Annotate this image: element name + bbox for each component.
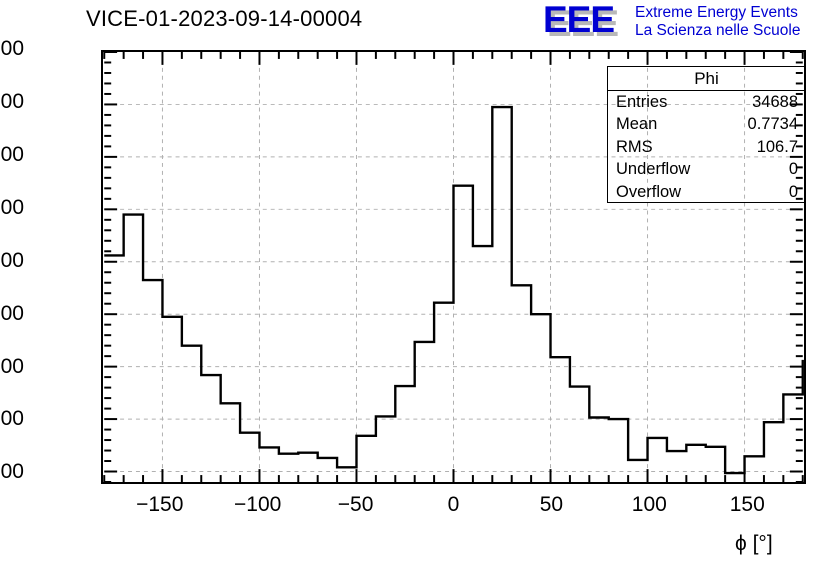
x-tick-label: −100 [234,493,282,516]
stats-row: Entries 34688 [608,91,805,113]
histogram-plot [101,50,806,484]
stats-row-label: Underflow [616,160,691,179]
stats-row-label: Mean [616,115,658,134]
x-tick-label: 100 [631,493,667,516]
x-tick-label: 150 [729,493,765,516]
stats-row: RMS 106.7 [608,136,805,158]
y-tick-label: 800 [0,301,24,325]
y-tick-label: 500 [0,460,24,484]
y-tick-label: 1000 [0,195,24,219]
y-tick-label: 1100 [0,142,24,166]
stats-row-value: 0.7734 [747,115,798,134]
histogram-outline [104,105,804,475]
y-tick-label: 1300 [0,37,24,60]
stats-row-value: 34688 [752,93,798,111]
x-tick-label: 50 [539,493,564,516]
stats-title: Phi [608,67,805,91]
y-tick-label: 900 [0,248,24,272]
histogram-step-curve [104,105,804,475]
stats-row-label: Entries [616,93,668,111]
y-tick-label: 1200 [0,89,24,113]
y-tick-label: 600 [0,407,24,431]
eee-logo-text: Extreme Energy Events La Scienza nelle S… [635,4,800,39]
stats-row: Mean 0.7734 [608,113,805,135]
x-axis-label: ϕ [°] [735,532,773,555]
stats-row-label: RMS [616,137,653,156]
x-tick-label: 0 [447,493,460,516]
eee-logo: EEE Extreme Energy Events La Scienza nel… [543,0,833,41]
page-title: VICE-01-2023-09-14-00004 [86,6,363,31]
statistics-box: Phi Entries 34688 Mean 0.7734 RMS 106.7 Underf… [607,66,806,203]
eee-logo-line2: La Scienza nelle Scuole [635,21,801,39]
stats-row: Underflow 0 [608,158,805,180]
eee-logo-line1: Extreme Energy Events [635,4,798,21]
stats-row-value: 106.7 [756,137,798,156]
plot-gridlines [103,52,804,482]
stats-row-value: 0 [788,160,798,179]
stats-row: Overflow 0 [608,181,805,203]
stats-rows: Entries 34688 Mean 0.7734 RMS 106.7 Underflow 0… [608,91,805,203]
x-tick-label: −150 [136,493,184,516]
stats-row-label: Overflow [616,182,682,201]
x-tick-label: −50 [337,493,374,516]
eee-logo-mark: EEE [543,0,615,40]
y-tick-label: 700 [0,354,24,378]
stats-row-value: 0 [788,182,798,201]
